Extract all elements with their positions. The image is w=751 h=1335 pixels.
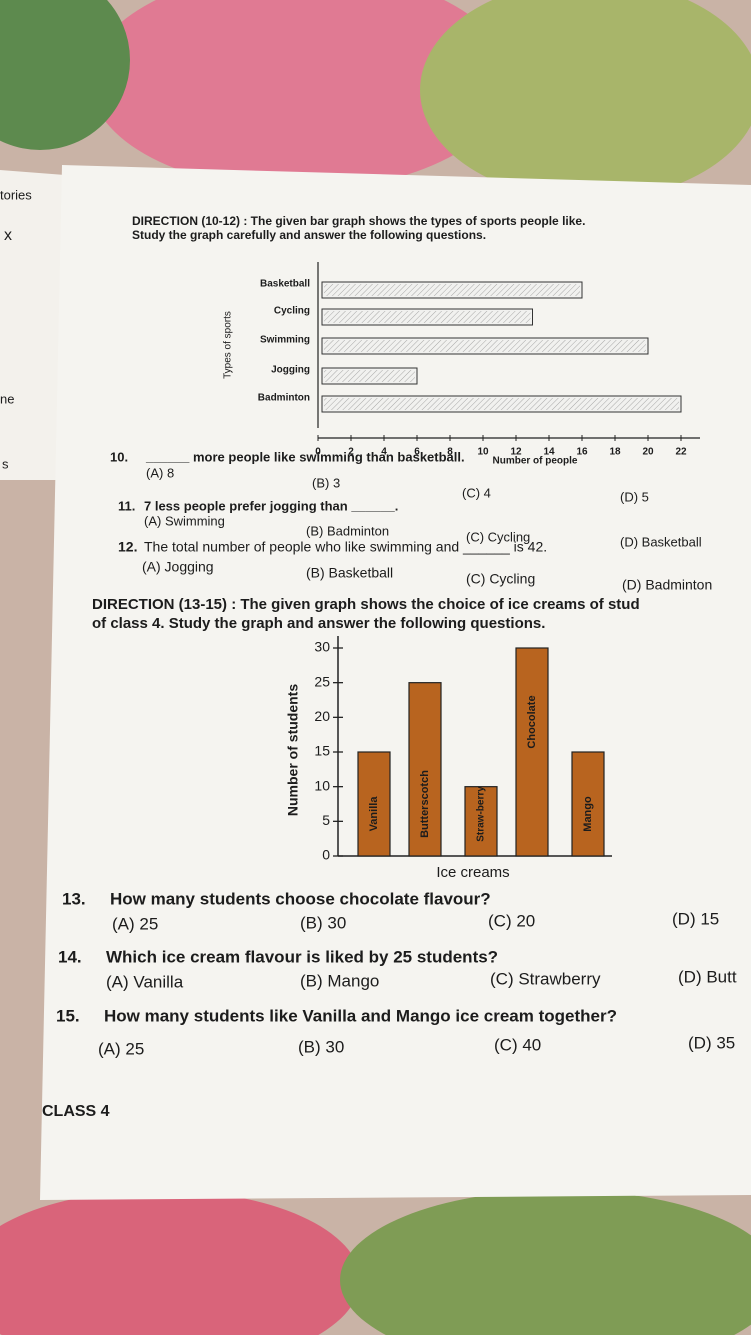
side-text: s: [2, 456, 9, 471]
flower: [0, 1190, 360, 1335]
y-tick-label: 25: [314, 673, 330, 689]
bar-hatch: [324, 370, 415, 382]
option: (A) Swimming: [144, 513, 225, 528]
bar: [357, 751, 391, 857]
x-tick-label: 16: [576, 447, 588, 458]
side-text: tories: [0, 187, 32, 202]
x-tick-label: 2: [348, 447, 354, 458]
y-tick-label: 20: [314, 708, 330, 724]
x-tick-label: 4: [381, 447, 387, 458]
bar-hatch: [324, 340, 646, 352]
option: (D) Butt: [678, 967, 737, 986]
option: (A) Vanilla: [106, 972, 184, 991]
flower: [420, 0, 751, 200]
bar: [408, 682, 442, 857]
direction: Study the graph carefully and answer the…: [132, 228, 486, 242]
question-text: 7 less people prefer jogging than ______…: [144, 498, 398, 513]
side-text: ne: [0, 391, 14, 406]
y-tick-label: 30: [314, 639, 330, 655]
x-tick-label: 20: [642, 447, 654, 458]
option: (D) Basketball: [620, 534, 702, 549]
question-text: Which ice cream flavour is liked by 25 s…: [106, 947, 498, 966]
x-tick-label: 18: [609, 447, 621, 458]
x-tick-label: 22: [675, 447, 687, 458]
y-axis-label: Number of students: [285, 684, 301, 816]
bar-label: Mango: [582, 796, 594, 832]
option: (B) 30: [298, 1037, 344, 1056]
x-axis-label: Number of people: [492, 456, 577, 467]
option: (D) 15: [672, 909, 719, 928]
question-text: How many students like Vanilla and Mango…: [104, 1006, 617, 1025]
side-text: x: [4, 227, 12, 244]
option: (D) 5: [620, 489, 649, 504]
footer: CLASS 4: [42, 1103, 110, 1120]
y-tick-label: Badminton: [258, 393, 310, 404]
x-tick-label: 6: [414, 447, 420, 458]
bar-label: Butterscotch: [419, 770, 431, 838]
option: (D) 35: [688, 1033, 735, 1052]
y-tick-label: Basketball: [260, 279, 310, 290]
question-number: 12.: [118, 539, 137, 555]
direction: DIRECTION (13-15) : The given graph show…: [92, 596, 640, 613]
option: (C) 40: [494, 1035, 541, 1054]
y-tick-label: Cycling: [274, 306, 310, 317]
option: (A) 25: [112, 914, 158, 933]
flower: [340, 1190, 751, 1335]
bar-label: Vanilla: [368, 796, 380, 832]
question-number: 11.: [118, 498, 135, 513]
question-number: 13.: [62, 889, 86, 908]
bar-label: Straw-berry: [476, 786, 487, 842]
x-tick-label: 10: [477, 447, 489, 458]
y-tick-label: Swimming: [260, 335, 310, 346]
bar-hatch: [324, 311, 531, 323]
option: (B) Mango: [300, 971, 379, 990]
bar: [464, 786, 498, 857]
option: (D) Badminton: [622, 577, 712, 593]
bar: [515, 647, 549, 857]
bar-label: Chocolate: [526, 695, 538, 748]
option: (B) Basketball: [306, 565, 393, 581]
direction: of class 4. Study the graph and answer t…: [92, 615, 545, 632]
x-tick-label: 12: [510, 447, 522, 458]
y-tick-label: 5: [322, 812, 330, 828]
bar: [571, 751, 605, 857]
bar-hatch: [324, 284, 580, 296]
option: (C) Strawberry: [490, 969, 601, 988]
flower: [0, 0, 130, 150]
x-tick-label: 0: [315, 447, 321, 458]
option: (B) Badminton: [306, 523, 389, 538]
question-text: How many students choose chocolate flavo…: [110, 889, 491, 908]
question-number: 15.: [56, 1006, 80, 1025]
question-number: 10.: [110, 449, 128, 464]
option: (A) Jogging: [142, 559, 214, 575]
bar-hatch: [324, 398, 679, 410]
y-tick-label: 0: [322, 847, 330, 863]
option: (C) Cycling: [466, 571, 535, 587]
y-tick-label: 10: [314, 777, 330, 793]
side-page: [0, 170, 65, 480]
option: (A) 25: [98, 1039, 144, 1058]
question-text: The total number of people who like swim…: [144, 539, 547, 555]
option: (C) Cycling: [466, 529, 530, 544]
y-axis-label: Types of sports: [223, 311, 234, 379]
question-number: 14.: [58, 947, 82, 966]
option: (C) 4: [462, 485, 491, 500]
book-page: [40, 165, 751, 1200]
y-tick-label: 15: [314, 743, 330, 759]
question-text: ______ more people like swimming than ba…: [145, 449, 465, 464]
x-tick-label: 8: [447, 447, 453, 458]
option: (C) 20: [488, 911, 535, 930]
direction: DIRECTION (10-12) : The given bar graph …: [132, 214, 585, 228]
x-tick-label: 14: [543, 447, 555, 458]
x-axis-label: Ice creams: [436, 864, 509, 881]
option: (B) 3: [312, 475, 340, 490]
option: (B) 30: [300, 913, 346, 932]
option: (A) 8: [146, 465, 174, 480]
y-tick-label: Jogging: [271, 365, 310, 376]
flower: [90, 0, 510, 190]
